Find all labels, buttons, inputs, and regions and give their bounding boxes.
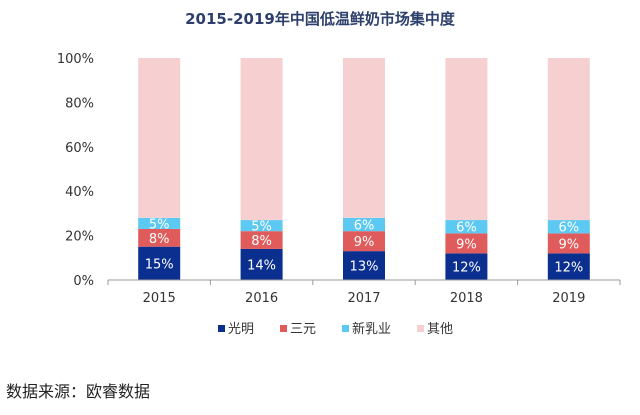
data-label: 6% [558,221,579,236]
x-tick-label: 2016 [245,291,278,306]
bar-segment-其他 [445,58,488,221]
bar-segment-光明 [138,246,181,280]
legend-swatch-其他 [417,325,424,332]
data-label: 14% [247,258,276,273]
x-tick-label: 2018 [450,291,483,306]
bar-segment-其他 [343,58,385,218]
data-label: 9% [354,235,375,250]
chart-title: 2015-2019年中国低温鲜奶市场集中度 [185,10,456,28]
bar-segment-新乳业 [138,217,181,229]
bar-segment-其他 [547,58,590,221]
legend-label: 其他 [427,322,453,337]
y-tick-label: 80% [65,96,94,111]
bar-segment-三元 [343,231,385,252]
bar-segment-新乳业 [343,217,385,232]
data-label: 5% [149,217,170,232]
bar-segment-三元 [547,233,590,254]
bar-segment-新乳业 [445,220,488,234]
y-tick-label: 100% [57,52,94,67]
bar-segment-其他 [240,58,283,221]
data-label: 9% [456,237,477,252]
y-tick-label: 0% [73,274,94,289]
bar-segment-光明 [445,253,488,280]
data-label: 8% [251,234,272,249]
x-tick-label: 2017 [347,291,380,306]
bar-segment-光明 [547,253,590,280]
bar-segment-三元 [445,233,488,254]
y-tick-label: 60% [65,141,94,156]
bar-segment-三元 [240,231,283,249]
bar-segment-三元 [138,228,181,247]
data-label: 12% [452,261,481,276]
bar-segment-新乳业 [547,220,590,234]
data-label: 6% [456,221,477,236]
y-tick-label: 20% [65,230,94,245]
data-label: 12% [554,261,583,276]
legend-swatch-新乳业 [342,325,349,332]
bar-segment-其他 [138,58,181,218]
legend-label: 三元 [290,322,316,337]
bar-segment-光明 [240,248,283,280]
data-label: 8% [149,232,170,247]
bar-segment-新乳业 [240,220,283,232]
data-label: 5% [251,220,272,235]
legend-label: 光明 [228,322,254,337]
bar-segment-光明 [343,251,385,280]
data-label: 6% [354,219,375,234]
x-tick-label: 2019 [552,291,585,306]
source-note: 数据来源：欧睿数据 [6,382,151,401]
y-tick-label: 40% [65,185,94,200]
data-label: 9% [558,237,579,252]
data-label: 13% [350,260,379,275]
legend-label: 新乳业 [352,321,391,337]
legend-swatch-光明 [218,325,225,332]
x-tick-label: 2015 [143,291,176,306]
legend-swatch-三元 [280,325,287,332]
data-label: 15% [145,257,174,272]
